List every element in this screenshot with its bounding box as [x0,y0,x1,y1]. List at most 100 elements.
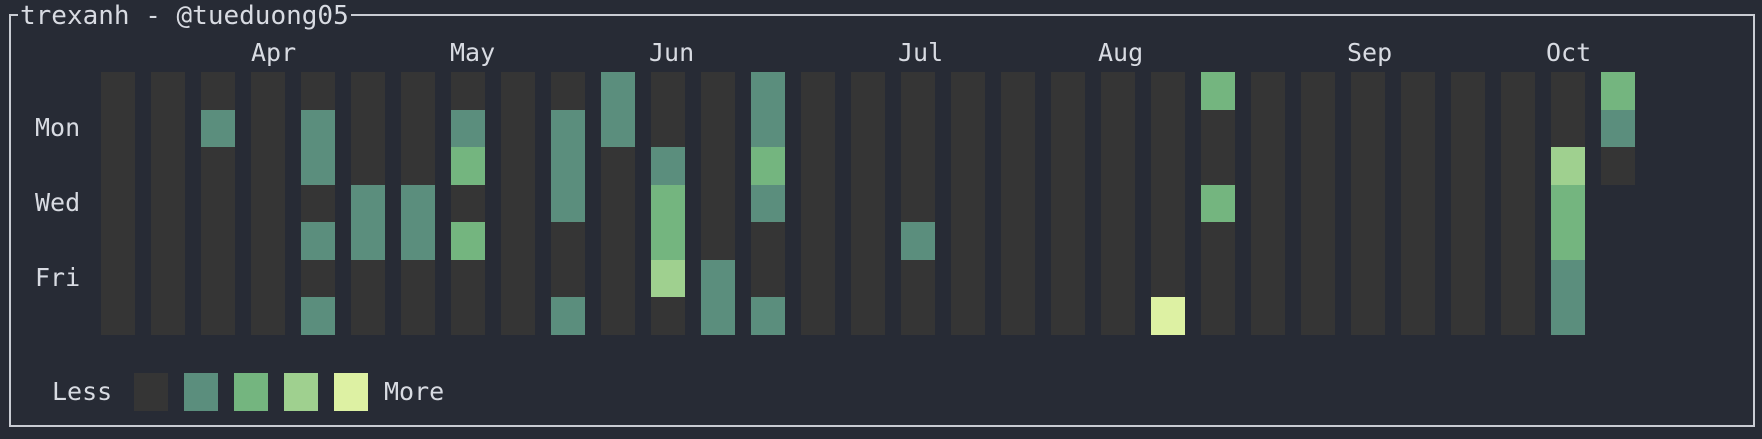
contribution-cell [1351,110,1385,148]
contribution-cell [851,222,885,260]
contribution-cell [1301,222,1335,260]
contribution-cell [1151,222,1185,260]
contribution-cell [1501,110,1535,148]
contribution-cell [201,297,235,335]
contribution-cell [301,260,335,298]
contribution-cell [801,222,835,260]
contribution-cell [1501,222,1535,260]
contribution-cell [1001,297,1035,335]
contribution-cell [601,222,635,260]
contribution-cell [1601,147,1635,185]
contribution-cell [701,72,735,110]
contribution-cell [651,297,685,335]
contribution-cell [1351,260,1385,298]
contribution-cell [201,260,235,298]
contribution-cell [1301,72,1335,110]
contribution-cell [1401,260,1435,298]
contribution-cell [1001,110,1035,148]
contribution-cell [651,110,685,148]
contribution-cell [101,297,135,335]
contribution-cell [351,297,385,335]
contribution-cell [351,222,385,260]
contribution-cell [151,110,185,148]
contribution-cell [551,72,585,110]
contribution-cell [451,147,485,185]
contribution-cell [451,72,485,110]
contribution-cell [501,110,535,148]
contribution-cell [1301,147,1335,185]
contribution-cell [751,297,785,335]
contribution-cell [801,72,835,110]
contribution-cell [301,147,335,185]
contribution-cell [851,185,885,223]
contribution-cell [501,260,535,298]
contribution-cell [251,147,285,185]
contribution-cell [1351,147,1385,185]
contribution-cell [1401,110,1435,148]
contribution-cell [1251,297,1285,335]
contribution-cell [201,72,235,110]
contribution-cell [1501,260,1535,298]
contribution-cell [1551,222,1585,260]
contribution-cell [1201,185,1235,223]
contribution-cell [251,110,285,148]
contribution-cell [551,297,585,335]
contribution-cell [1051,110,1085,148]
contribution-cell [601,185,635,223]
contribution-cell [951,72,985,110]
contribution-cell [1201,72,1235,110]
contribution-cell [1601,72,1635,110]
contribution-cell [551,147,585,185]
contribution-cell [1551,72,1585,110]
contribution-cell [451,297,485,335]
contribution-cell [551,110,585,148]
month-label-apr: Apr [251,38,297,67]
contribution-cell [1451,222,1485,260]
contribution-cell [851,110,885,148]
contribution-cell [501,72,535,110]
contribution-cell [901,147,935,185]
contribution-cell [1551,185,1585,223]
contribution-cell [951,185,985,223]
contribution-cell [901,110,935,148]
contribution-cell [1051,147,1085,185]
month-label-jul: Jul [898,38,944,67]
month-label-aug: Aug [1098,38,1144,67]
contribution-cell [1001,185,1035,223]
contribution-cell [401,222,435,260]
contribution-cell [1001,72,1035,110]
contribution-cell [1201,222,1235,260]
contribution-cell [1501,297,1535,335]
contribution-cell [701,297,735,335]
contribution-cell [651,260,685,298]
contribution-cell [351,110,385,148]
contribution-cell [951,222,985,260]
contribution-cell [751,72,785,110]
contribution-cell [1351,185,1385,223]
legend-swatch-3 [284,373,318,411]
contribution-cell [1101,72,1135,110]
contribution-cell [901,72,935,110]
contribution-cell [1351,72,1385,110]
contribution-cell [101,185,135,223]
contribution-cell [901,260,935,298]
contribution-cell [1451,110,1485,148]
contribution-cell [1151,110,1185,148]
contribution-cell [1451,147,1485,185]
contribution-cell [701,147,735,185]
contribution-cell [601,297,635,335]
contribution-cell [451,260,485,298]
contribution-cell [351,72,385,110]
contribution-cell [1401,147,1435,185]
contribution-cell [201,185,235,223]
contribution-cell [1051,222,1085,260]
contribution-cell [1451,260,1485,298]
contribution-cell [101,260,135,298]
contribution-cell [101,147,135,185]
contribution-cell [251,222,285,260]
contribution-cell [701,110,735,148]
contribution-cell [1151,147,1185,185]
contribution-cell [801,147,835,185]
contribution-cell [201,110,235,148]
contribution-cell [1401,185,1435,223]
